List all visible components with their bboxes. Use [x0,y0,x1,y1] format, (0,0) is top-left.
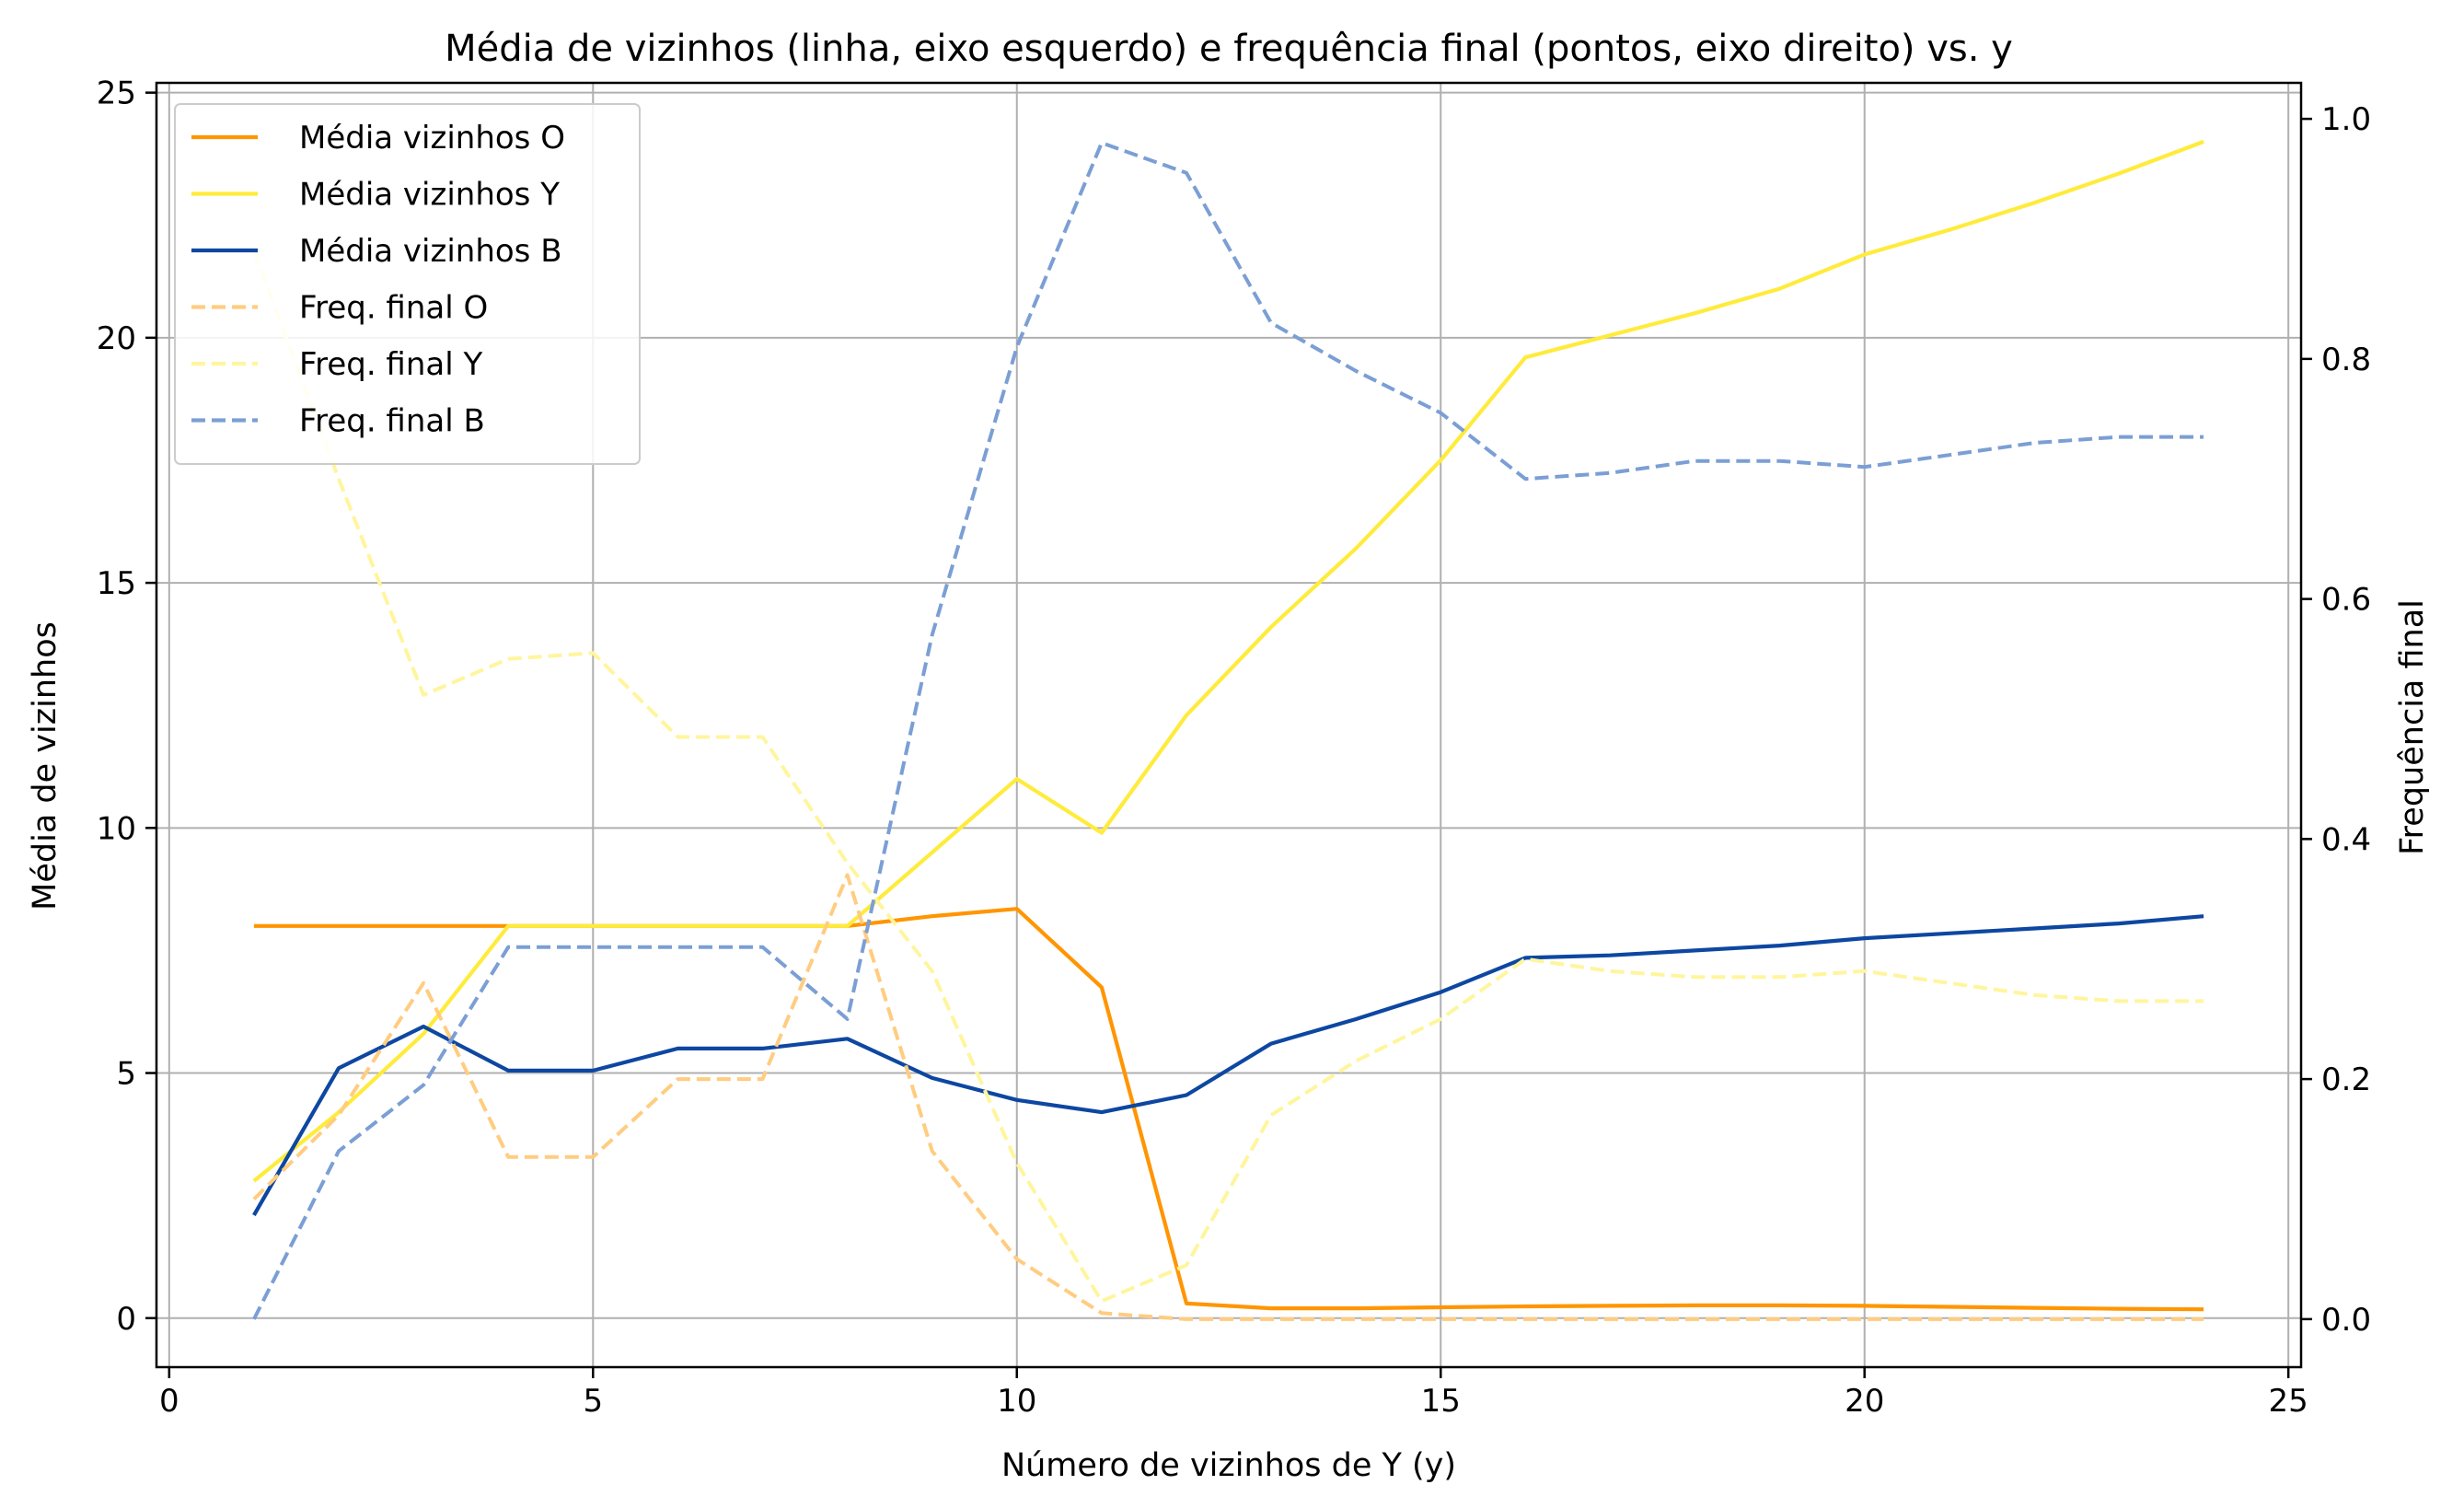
y-axis-label-left: Média de vizinhos [27,621,64,911]
x-tick-label: 10 [997,1383,1036,1420]
legend-label: Freq. final Y [299,346,482,383]
legend-box [174,103,641,465]
y-tick-label-left: 20 [97,320,136,357]
series-line-3 [252,873,2204,1321]
series-line-2 [252,914,2204,1216]
ticks: 0 5 10 15 20 25 0 5 10 15 20 25 0.0 0.2 0.4 0.6 0.8 1.0 [97,75,2371,1420]
y-tick-label-left: 15 [97,565,136,602]
legend-label: Média vizinhos Y [299,177,560,214]
legend-label: Média vizinhos O [299,120,565,157]
legend-label: Freq. final B [299,403,485,440]
x-tick-label: 25 [2269,1383,2308,1420]
y-tick-label-right: 0.2 [2321,1061,2371,1098]
x-tick-label: 5 [583,1383,603,1420]
series-line-1 [252,139,2204,1183]
series-layer [252,139,2204,1321]
legend: Média vizinhos O Média vizinhos Y Média vi… [174,103,641,465]
chart-title: Média de vizinhos (linha, eixo esquerdo)… [445,28,2013,70]
y-tick-label-right: 1.0 [2321,101,2371,138]
y-tick-label-left: 5 [116,1056,136,1093]
series-line-4 [252,249,2204,1304]
x-tick-label: 15 [1421,1383,1461,1420]
axes [155,81,2303,1369]
x-axis-label: Número de vizinhos de Y (y) [1001,1447,1456,1484]
y-tick-label-left: 0 [116,1301,136,1338]
plot-frame [155,81,2303,1369]
grid [156,83,2301,1367]
x-tick-label: 20 [1845,1383,1884,1420]
y-tick-label-right: 0.6 [2321,582,2371,619]
y-axis-label-right: Frequência final [2394,599,2431,855]
legend-label: Freq. final O [299,290,488,327]
y-tick-label-right: 0.8 [2321,342,2371,378]
y-tick-label-left: 25 [97,75,136,112]
y-tick-label-right: 0.4 [2321,821,2371,858]
y-tick-label-right: 0.0 [2321,1302,2371,1339]
legend-label: Média vizinhos B [299,233,562,270]
x-tick-label: 0 [159,1383,179,1420]
series-line-5 [252,141,2204,1320]
y-tick-label-left: 10 [97,810,136,847]
